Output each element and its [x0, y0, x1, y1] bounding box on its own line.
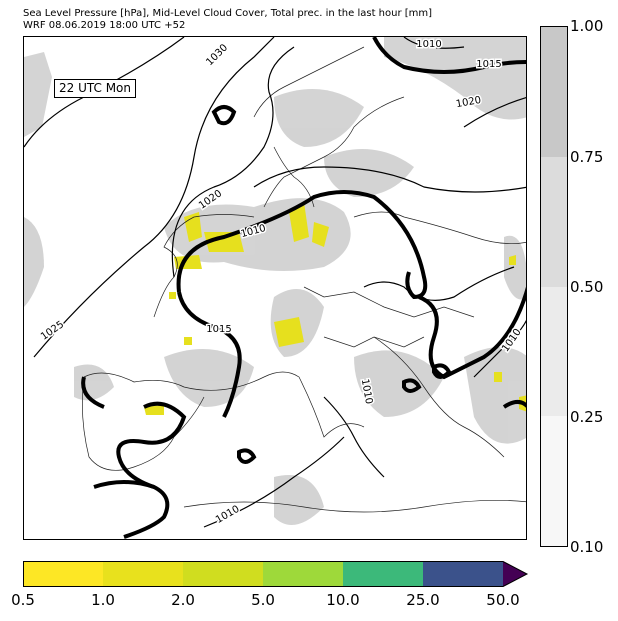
- isobar-label: 1025: [39, 319, 66, 343]
- cloud-cover-layer: [24, 37, 526, 525]
- precip-colorbar-extend: [503, 561, 527, 587]
- precip-colorbar: [23, 561, 529, 587]
- isobars-bold: [81, 37, 526, 539]
- time-label: 22 UTC Mon: [54, 79, 136, 98]
- precip-colorbar-tick: 1.0: [91, 591, 115, 609]
- cloud-colorbar-tick: 0.10: [570, 538, 604, 556]
- cloud-colorbar-tick: 0.50: [570, 278, 604, 296]
- precip-colorbar-tick: 25.0: [406, 591, 440, 609]
- cloud-colorbar-tick: 0.75: [570, 148, 604, 166]
- precip-colorbar-tick: 0.5: [11, 591, 35, 609]
- isobar-label: 1010: [416, 39, 441, 50]
- chart-title: Sea Level Pressure [hPa], Mid-Level Clou…: [23, 8, 433, 19]
- precip-colorbar-tick: 50.0: [486, 591, 520, 609]
- precip-colorbar-tick: 5.0: [251, 591, 275, 609]
- precip-colorbar-tick: 2.0: [171, 591, 195, 609]
- isobar-label: 1015: [476, 59, 501, 70]
- precip-colorbar-segment: [343, 561, 423, 587]
- cloud-colorbar-segment: [541, 156, 567, 287]
- weather-map: 1030 1010 1015 1020 1020 1010 1025 1015 1010 1010…: [23, 36, 527, 540]
- cloud-colorbar-segment: [541, 27, 567, 157]
- precip-colorbar-segment: [423, 561, 503, 587]
- coastlines: [82, 46, 526, 513]
- isobar-label: 1015: [206, 324, 231, 335]
- precip-colorbar-outline: [23, 561, 529, 587]
- cloud-cover-colorbar: [540, 26, 568, 547]
- precip-colorbar-tick: 10.0: [326, 591, 360, 609]
- cloud-colorbar-segment: [541, 416, 567, 546]
- cloud-colorbar-segment: [541, 286, 567, 417]
- precip-colorbar-segment: [263, 561, 343, 587]
- precip-colorbar-segment: [103, 561, 183, 587]
- precip-colorbar-segment: [183, 561, 263, 587]
- cloud-colorbar-tick: 1.00: [570, 17, 604, 35]
- chart-subtitle: WRF 08.06.2019 18:00 UTC +52: [23, 20, 186, 31]
- isobar-label: 1030: [204, 42, 230, 68]
- precip-layer: [144, 202, 526, 415]
- cloud-colorbar-tick: 0.25: [570, 408, 604, 426]
- precip-colorbar-segment: [23, 561, 103, 587]
- isobar-label: 1010: [214, 504, 242, 526]
